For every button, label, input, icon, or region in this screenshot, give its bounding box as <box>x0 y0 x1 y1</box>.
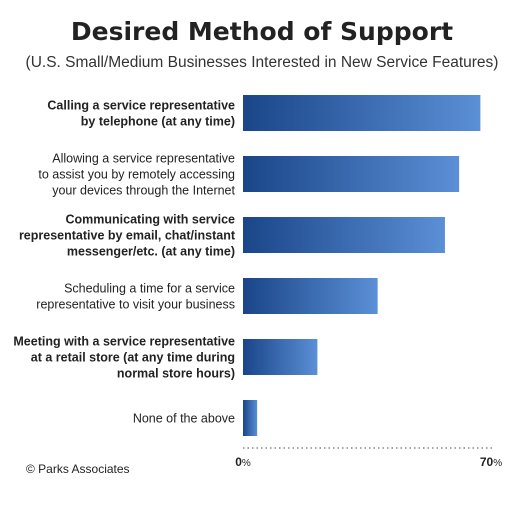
category-label-line: Calling a service representative <box>47 99 235 113</box>
category-label-line: representative to visit your business <box>36 298 235 312</box>
x-tick-label-2: 70% <box>480 455 502 469</box>
category-label-4: Scheduling a time for a service represent… <box>36 282 235 312</box>
category-label-line: your devices through the Internet <box>52 184 235 198</box>
chart-subtitle: (U.S. Small/Medium Businesses Interested… <box>26 54 499 71</box>
category-label-6: None of the above <box>133 412 235 426</box>
category-label-line: at a retail store (at any time during <box>31 351 235 365</box>
bar-4 <box>243 278 378 314</box>
category-label-line: Communicating with service <box>66 213 236 227</box>
category-label-line: messenger/etc. (at any time) <box>67 245 235 259</box>
bar-1 <box>243 95 481 131</box>
x-tick-label-1: 0% <box>235 455 251 469</box>
category-label-3: Communicating with service representative… <box>19 213 236 259</box>
category-label-line: by telephone (at any time) <box>81 115 235 129</box>
category-label-line: normal store hours) <box>117 367 235 381</box>
category-label-line: Allowing a service representative <box>52 152 235 166</box>
category-label-line: to assist you by remotely accessing <box>38 168 235 182</box>
bars-group <box>243 95 481 436</box>
category-label-1: Calling a service representative by telep… <box>47 99 235 129</box>
category-label-2: Allowing a service representative to assi… <box>38 152 235 198</box>
category-label-line: representative by email, chat/instant <box>19 229 236 243</box>
x-axis-ticks-group: 0% 70% <box>235 455 502 469</box>
category-label-line: None of the above <box>133 412 235 426</box>
bar-5 <box>243 339 318 375</box>
bar-6 <box>243 400 258 436</box>
bar-2 <box>243 156 460 192</box>
chart-title: Desired Method of Support <box>71 17 453 46</box>
category-label-line: Meeting with a service representative <box>13 335 235 349</box>
category-labels-group: Calling a service representative by telep… <box>13 99 235 426</box>
bar-3 <box>243 217 445 253</box>
copyright-credit: © Parks Associates <box>26 462 130 476</box>
category-label-5: Meeting with a service representative at … <box>13 335 235 381</box>
category-label-line: Scheduling a time for a service <box>64 282 235 296</box>
